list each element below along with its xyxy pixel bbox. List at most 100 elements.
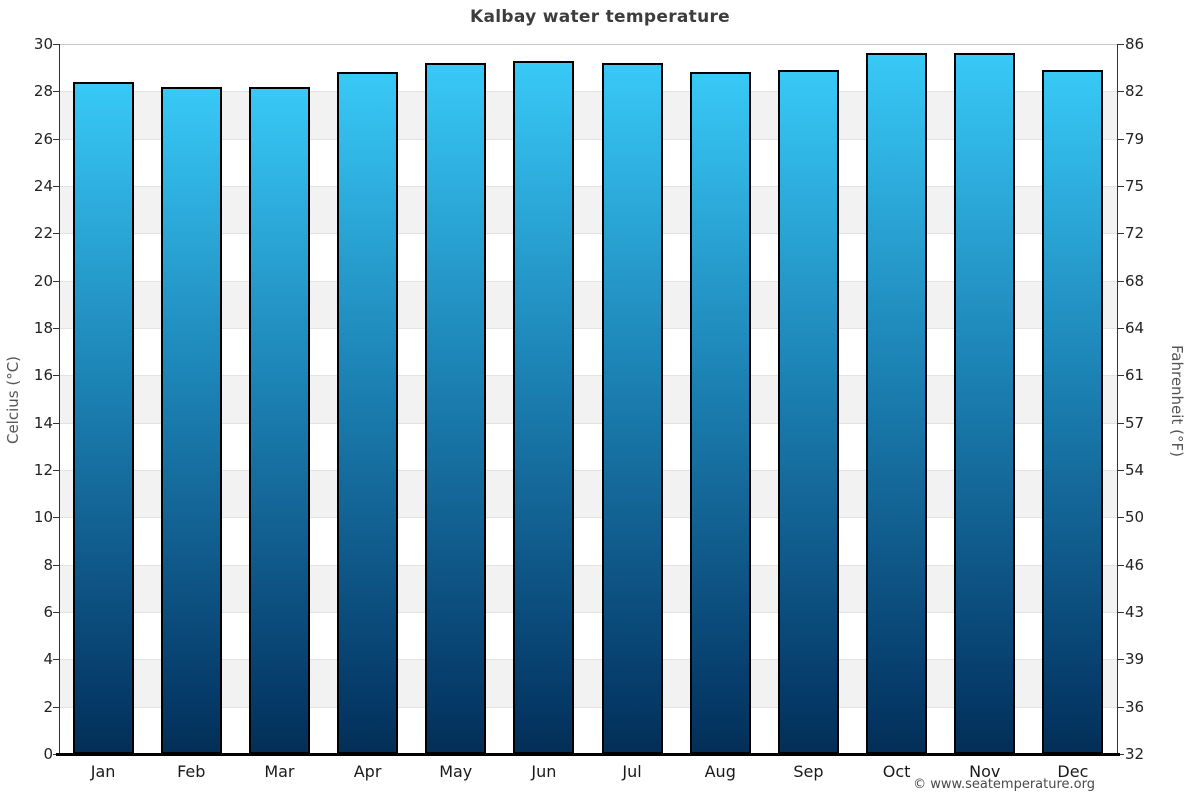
bar-dec [1042,70,1104,754]
gridline [59,139,1117,140]
celsius-tick-16: 16 [33,366,53,385]
tick-mark-right [1118,565,1124,566]
plot-band [59,517,1117,565]
tick-mark-right [1118,281,1124,282]
celsius-tick-18: 18 [33,319,53,337]
x-tick-label-feb: Feb [177,762,206,781]
tick-mark-right [1118,612,1124,613]
gridline [59,565,1117,566]
tick-mark-right [1118,139,1124,140]
plot-band [59,328,1117,376]
x-tick-label-may: May [439,762,473,781]
celsius-tick-0: 0 [43,745,53,763]
tick-mark-left [53,139,59,140]
plot-band [59,233,1117,281]
fahrenheit-tick-36: 36 [1125,697,1145,716]
x-tick-label-nov: Nov [969,762,1001,781]
tick-mark-left [53,612,59,613]
x-axis-line [56,753,1120,756]
fahrenheit-tick-82: 82 [1125,82,1145,101]
tick-mark-left [53,470,59,471]
plot-band [59,138,1117,186]
plot-band [59,91,1117,139]
x-tick-label-jan: Jan [90,762,116,781]
gridline [59,612,1117,613]
x-tick-label-sep: Sep [793,762,824,781]
celsius-tick-26: 26 [33,129,53,148]
bar-sep [777,70,839,754]
gridline [59,186,1117,187]
bar-nov [954,53,1016,754]
tick-mark-right [1118,328,1124,329]
tick-mark-right [1118,44,1124,45]
celsius-tick-12: 12 [33,461,53,479]
gridline [59,91,1117,92]
fahrenheit-tick-39: 39 [1125,650,1145,669]
tick-mark-left [53,186,59,187]
tick-mark-right [1118,233,1124,234]
bar-apr [337,72,399,754]
tick-mark-right [1118,470,1124,471]
fahrenheit-tick-75: 75 [1125,177,1145,195]
fahrenheit-tick-43: 43 [1125,603,1145,621]
bar-feb [160,86,222,754]
celsius-tick-6: 6 [43,603,53,621]
plot-band [59,44,1117,92]
tick-mark-left [53,659,59,660]
bar-jan [72,81,134,754]
x-tick-label-oct: Oct [882,762,911,781]
fahrenheit-tick-50: 50 [1125,508,1145,527]
x-tick-label-aug: Aug [704,762,736,781]
plot-band [59,375,1117,423]
plot-area [59,44,1117,754]
tick-mark-right [1118,659,1124,660]
tick-mark-left [53,565,59,566]
tick-mark-left [53,91,59,92]
celsius-tick-20: 20 [33,271,53,290]
gridline [59,375,1117,376]
fahrenheit-tick-68: 68 [1125,271,1145,290]
fahrenheit-tick-54: 54 [1125,461,1145,479]
celsius-tick-28: 28 [33,82,53,101]
tick-mark-right [1118,91,1124,92]
celsius-tick-10: 10 [33,508,53,527]
x-tick-label-apr: Apr [353,762,382,781]
tick-mark-right [1118,423,1124,424]
bar-jul [601,62,663,754]
celsius-tick-14: 14 [33,413,53,432]
bar-may [425,62,487,754]
tick-mark-right [1118,517,1124,518]
fahrenheit-tick-46: 46 [1125,555,1145,574]
fahrenheit-tick-32: 32 [1125,745,1145,763]
fahrenheit-tick-57: 57 [1125,413,1145,432]
chart-title: Kalbay water temperature [470,7,730,27]
celsius-tick-22: 22 [33,224,53,243]
tick-mark-right [1118,754,1124,755]
fahrenheit-tick-79: 79 [1125,129,1145,148]
tick-mark-left [53,328,59,329]
x-tick-label-jun: Jun [531,762,557,781]
celsius-tick-4: 4 [43,650,53,669]
gridline [59,470,1117,471]
tick-mark-left [53,44,59,45]
gridline [59,328,1117,329]
x-tick-label-dec: Dec [1057,762,1089,781]
plot-top-frame [59,44,1117,45]
gridline [59,517,1117,518]
fahrenheit-tick-61: 61 [1125,366,1145,385]
y-axis-title-fahrenheit: Fahrenheit (°F) [1168,345,1186,457]
y-axis-line-right [1117,44,1118,754]
tick-mark-left [53,233,59,234]
tick-mark-left [53,423,59,424]
plot-band [59,186,1117,234]
gridline [59,281,1117,282]
gridline [59,233,1117,234]
tick-mark-left [53,281,59,282]
tick-mark-right [1118,375,1124,376]
plot-band [59,470,1117,518]
gridline [59,707,1117,708]
celsius-tick-30: 30 [33,35,53,53]
fahrenheit-tick-72: 72 [1125,224,1145,243]
tick-mark-left [53,375,59,376]
